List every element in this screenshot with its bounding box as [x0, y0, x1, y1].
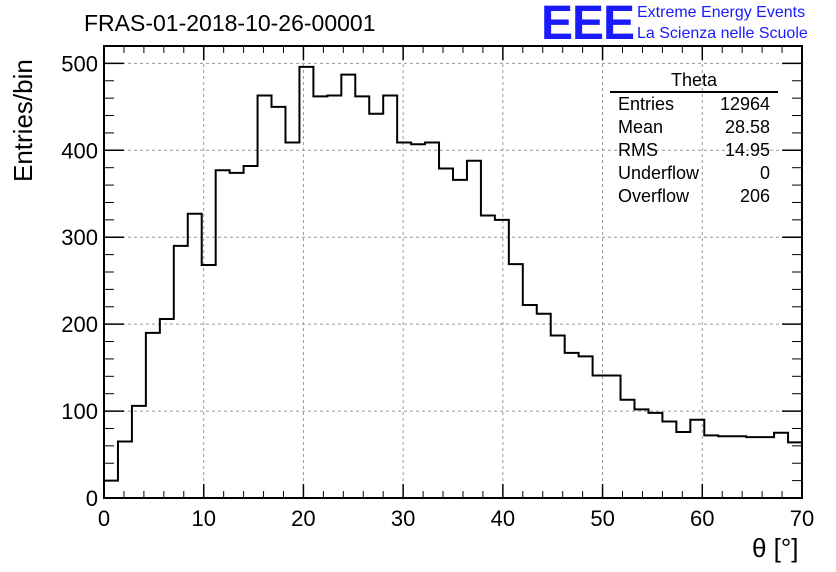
histogram-series	[103, 65, 803, 498]
tick-labels: 0 10 20 30 40 50 60 70 0 100 200 300 400 500	[61, 51, 814, 531]
x-axis-label: θ [°]	[752, 533, 799, 563]
stats-row-overflow: Overflow 206	[610, 185, 778, 208]
y-tick-label: 200	[61, 312, 98, 337]
stats-value: 28.58	[724, 117, 770, 137]
y-tick-label: 100	[61, 399, 98, 424]
logo-caption-line1: Extreme Energy Events	[637, 4, 806, 21]
y-tick-label: 400	[61, 138, 98, 163]
stats-label: RMS	[618, 140, 658, 160]
stats-value: 0	[759, 163, 770, 183]
x-tick-label: 60	[690, 506, 714, 531]
stats-row-rms: RMS 14.95	[610, 139, 778, 162]
grid-lines	[104, 46, 802, 498]
stats-row-entries: Entries 12964	[610, 93, 778, 116]
stats-box: Theta Entries 12964 Mean 28.58 RMS 14.95…	[610, 70, 778, 208]
plot-frame	[103, 45, 803, 499]
y-axis-label: Entries/bin	[8, 59, 38, 182]
logo-caption-line2: La Scienza nelle Scuole	[637, 25, 808, 42]
stats-label: Mean	[618, 117, 664, 137]
stats-value: 14.95	[724, 140, 770, 160]
stats-label: Underflow	[618, 163, 700, 183]
stats-label: Entries	[618, 94, 675, 114]
x-tick-label: 10	[191, 506, 215, 531]
stats-row-mean: Mean 28.58	[610, 116, 778, 139]
chart-title: FRAS-01-2018-10-26-00001	[84, 10, 376, 36]
stats-title: Theta	[610, 70, 778, 93]
x-tick-label: 20	[291, 506, 315, 531]
x-tick-label: 50	[590, 506, 614, 531]
stats-value: 12964	[719, 94, 770, 114]
y-tick-label: 0	[86, 486, 98, 511]
y-tick-label: 300	[61, 225, 98, 250]
x-tick-label: 0	[98, 506, 110, 531]
eee-logo: EEE	[541, 0, 635, 50]
x-tick-label: 30	[391, 506, 415, 531]
y-tick-label: 500	[61, 51, 98, 76]
stats-value: 206	[739, 186, 770, 206]
stats-label: Overflow	[618, 186, 690, 206]
x-tick-label: 40	[491, 506, 515, 531]
x-tick-label: 70	[790, 506, 814, 531]
stats-row-underflow: Underflow 0	[610, 162, 778, 185]
